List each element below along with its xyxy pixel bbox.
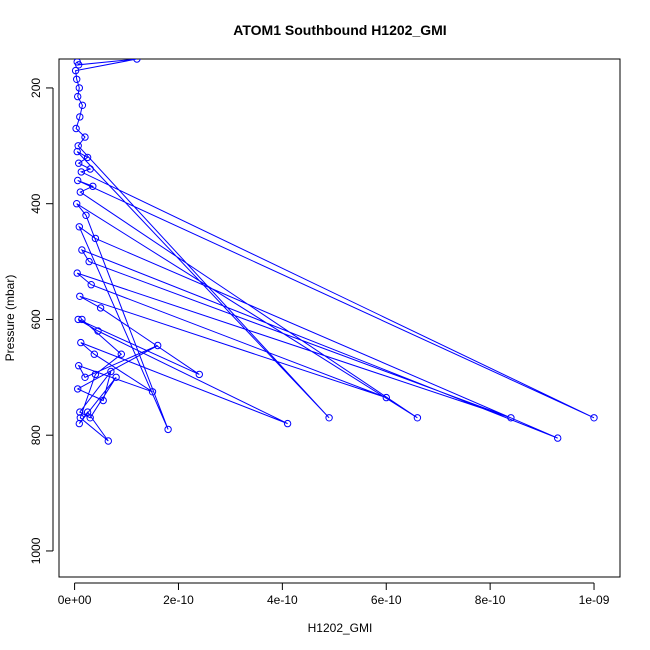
data-point (73, 147, 81, 156)
data-point (73, 200, 81, 208)
data-point (154, 341, 162, 350)
data-point (94, 327, 102, 335)
x-axis-label: H1202_GMI (308, 621, 373, 635)
data-point (73, 269, 81, 277)
data-point (74, 176, 82, 185)
data-point (413, 414, 422, 422)
data-point (78, 315, 86, 324)
data-point (164, 425, 172, 434)
y-tick-label: 600 (29, 309, 43, 329)
series-line (75, 59, 595, 442)
data-point (112, 373, 120, 381)
data-point (554, 434, 562, 442)
plot-frame (58, 58, 621, 578)
data-point (71, 66, 80, 75)
data-point (283, 419, 292, 428)
data-point (507, 414, 515, 422)
data-point (76, 188, 85, 196)
data-point (73, 75, 81, 84)
data-point (325, 414, 333, 422)
x-tick-label: 2e-10 (163, 593, 194, 607)
data-point (78, 246, 86, 254)
data-point (90, 350, 99, 358)
data-point (91, 234, 100, 243)
data-point (89, 182, 97, 191)
y-axis-label: Pressure (mbar) (3, 275, 17, 362)
data-point (74, 92, 82, 101)
data-point (104, 437, 113, 445)
data-point (85, 257, 93, 266)
data-point (72, 124, 80, 133)
data-point (86, 165, 94, 173)
data-point (107, 367, 115, 376)
data-point (87, 281, 95, 289)
data-point (75, 223, 84, 231)
data-point (117, 350, 126, 358)
data-point (74, 315, 82, 324)
y-tick-label: 200 (29, 78, 43, 98)
data-point (75, 61, 83, 69)
data-point (83, 408, 92, 416)
x-tick-label: 6e-10 (371, 593, 402, 607)
plot-area (58, 58, 621, 578)
data-point (83, 153, 92, 162)
data-point (74, 385, 82, 393)
data-point (96, 304, 105, 312)
data-point (81, 133, 89, 141)
y-tick-label: 800 (29, 425, 43, 445)
data-point (78, 101, 87, 110)
data-point (81, 373, 89, 381)
y-tick-label: 1000 (29, 537, 43, 564)
x-axis: 0e+00 2e-10 4e-10 6e-10 8e-10 1e-09 (58, 582, 610, 607)
data-point (76, 408, 84, 416)
series-layer (71, 59, 598, 445)
data-point (75, 84, 84, 92)
data-point (99, 396, 107, 405)
x-tick-label: 4e-10 (267, 593, 298, 607)
data-point (382, 393, 390, 402)
data-point (82, 211, 90, 220)
x-tick-label: 0e+00 (58, 593, 92, 607)
data-point (148, 388, 157, 396)
data-point (590, 414, 598, 422)
y-axis: 200 400 600 800 1000 (29, 78, 54, 564)
x-tick-label: 8e-10 (475, 593, 506, 607)
data-point (77, 168, 86, 176)
data-point (75, 362, 83, 370)
y-tick-label: 400 (29, 193, 43, 213)
data-point (76, 414, 85, 422)
data-point (133, 59, 141, 63)
data-point (75, 159, 83, 167)
data-point (195, 370, 204, 379)
data-point (76, 292, 84, 300)
chart-title: ATOM1 Southbound H1202_GMI (233, 22, 446, 38)
data-point (91, 370, 100, 379)
data-point (77, 338, 85, 347)
data-point (76, 113, 84, 121)
x-tick-label: 1e-09 (579, 593, 610, 607)
